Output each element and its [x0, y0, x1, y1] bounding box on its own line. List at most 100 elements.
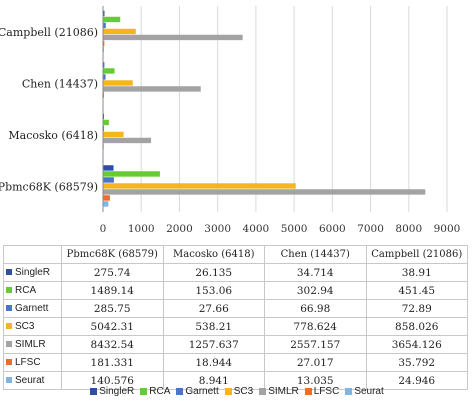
table-row: SC3 5042.31 538.21 778.624 858.026 — [3, 317, 468, 336]
table-cell: 858.026 — [365, 317, 468, 336]
table-row: Garnett 285.75 27.66 66.98 72.89 — [3, 299, 468, 318]
x-tick-label: 0 — [100, 223, 107, 235]
table-body: SingleR 275.74 26.135 34.714 38.91 RCA 1489.14… — [3, 263, 468, 390]
bar-garnett — [103, 22, 106, 29]
table-cell: 1489.14 — [61, 281, 164, 300]
table-cell: 24.946 — [365, 371, 468, 390]
legend-swatch — [345, 387, 353, 395]
table-row: LFSC 181.331 18.944 27.017 35.792 — [3, 353, 468, 372]
bar-rca — [103, 16, 121, 23]
table-cell: 181.331 — [61, 353, 164, 372]
legend-item: RCA — [140, 386, 170, 397]
bar-singler — [103, 165, 114, 171]
table-cell: 8.941 — [162, 371, 265, 390]
table-cell: 302.94 — [264, 281, 367, 300]
table-cell: 35.792 — [365, 353, 468, 372]
table-cell: 26.135 — [162, 263, 265, 282]
x-tick-label: 3000 — [204, 223, 231, 235]
x-tick-label: 5000 — [281, 223, 308, 235]
table-cell: 66.98 — [264, 299, 367, 318]
legend-item: Seurat — [345, 386, 384, 397]
bar-rca — [103, 68, 115, 74]
x-tick-label: 6000 — [319, 223, 346, 235]
legend-swatch — [304, 387, 312, 395]
row-label-text: RCA — [15, 285, 37, 296]
bar-simlr — [103, 86, 201, 92]
bar-sc3 — [103, 80, 133, 86]
bar-garnett — [103, 125, 105, 132]
table-cell: 1257.637 — [162, 335, 265, 354]
bar-chart: 0 1000 2000 3000 4000 5000 6000 7000 8000 9000 Cam… — [0, 6, 460, 235]
row-label: Seurat — [3, 371, 62, 390]
bar-garnett — [103, 177, 114, 183]
category-label: Chen (14437) — [22, 77, 98, 90]
bar-lfsc — [103, 195, 110, 201]
legend-swatch — [6, 323, 12, 330]
column-header: Macosko (6418) — [162, 245, 265, 264]
legend-swatch — [259, 387, 267, 395]
legend-swatch — [6, 359, 12, 366]
row-label: SingleR — [3, 263, 62, 282]
legend-swatch — [6, 287, 12, 294]
row-label-text: SingleR — [15, 267, 51, 278]
legend-label: SIMLR — [268, 386, 299, 397]
legend-swatch — [6, 305, 12, 312]
table-cell: 778.624 — [264, 317, 367, 336]
legend-item: SIMLR — [259, 386, 299, 397]
row-label-text: Garnett — [15, 303, 49, 314]
legend-label: SC3 — [233, 386, 254, 397]
data-table: Pbmc68K (68579) Macosko (6418) Chen (144… — [3, 245, 468, 390]
bar-singler — [103, 62, 105, 68]
bar-lfsc — [103, 40, 105, 47]
table-row: RCA 1489.14 153.06 302.94 451.45 — [3, 281, 468, 300]
table-cell: 538.21 — [162, 317, 265, 336]
column-header: Pbmc68K (68579) — [61, 245, 164, 264]
x-tick-label: 1000 — [128, 223, 155, 235]
table-cell: 3654.126 — [365, 335, 468, 354]
x-tick-label: 2000 — [166, 223, 193, 235]
column-header: Chen (14437) — [264, 245, 367, 264]
category-label: Pbmc68K (68579) — [0, 180, 98, 193]
row-label: SC3 — [3, 317, 62, 336]
legend-swatch — [6, 269, 12, 276]
bar-simlr — [103, 137, 152, 144]
table-cell: 140.576 — [61, 371, 164, 390]
table-cell: 34.714 — [264, 263, 367, 282]
bar-sc3 — [103, 131, 124, 138]
table-cell: 38.91 — [365, 263, 468, 282]
bar-singler — [103, 10, 105, 17]
bar-rca — [103, 119, 109, 126]
table-cell: 153.06 — [162, 281, 265, 300]
legend-swatch — [90, 387, 98, 395]
legend: SingleR RCA Garnett SC3 SIMLR LFSC Seurat — [0, 386, 474, 397]
table-cell: 451.45 — [365, 281, 468, 300]
bar-sc3 — [103, 183, 296, 189]
legend-item: LFSC — [304, 386, 339, 397]
x-tick-label: 8000 — [395, 223, 422, 235]
row-label: RCA — [3, 281, 62, 300]
legend-swatch — [176, 387, 184, 395]
row-label-text: SC3 — [15, 321, 35, 332]
x-tick-label: 7000 — [357, 223, 384, 235]
bar-sc3 — [103, 28, 136, 35]
bar-seurat — [103, 201, 109, 207]
legend-item: SC3 — [224, 386, 254, 397]
legend-swatch — [6, 341, 12, 348]
legend-swatch — [140, 387, 148, 395]
row-label: Garnett — [3, 299, 62, 318]
legend-swatch — [6, 377, 12, 384]
bar-simlr — [103, 34, 243, 41]
bar-rca — [103, 171, 160, 177]
table-cell: 2557.157 — [264, 335, 367, 354]
table-row: Seurat 140.576 8.941 13.035 24.946 — [3, 371, 468, 390]
table-header-row: Pbmc68K (68579) Macosko (6418) Chen (144… — [3, 245, 468, 264]
table-row: SIMLR 8432.54 1257.637 2557.157 3654.126 — [3, 335, 468, 354]
table-corner — [3, 245, 62, 264]
table-cell: 18.944 — [162, 353, 265, 372]
table-cell: 27.017 — [264, 353, 367, 372]
table-cell: 285.75 — [61, 299, 164, 318]
table-cell: 27.66 — [162, 299, 265, 318]
table-cell: 5042.31 — [61, 317, 164, 336]
bar-lfsc — [103, 92, 105, 98]
legend-swatch — [224, 387, 232, 395]
